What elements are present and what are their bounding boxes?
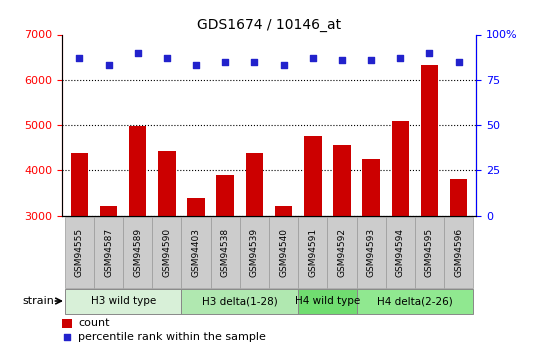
FancyBboxPatch shape xyxy=(415,217,444,288)
Text: H4 wild type: H4 wild type xyxy=(295,296,360,306)
Bar xyxy=(275,206,292,345)
Bar xyxy=(363,159,380,345)
Text: percentile rank within the sample: percentile rank within the sample xyxy=(79,332,266,342)
FancyBboxPatch shape xyxy=(269,217,298,288)
Point xyxy=(221,59,230,65)
Text: GSM94596: GSM94596 xyxy=(454,228,463,277)
FancyBboxPatch shape xyxy=(65,217,94,288)
Point xyxy=(367,57,376,62)
Point xyxy=(104,62,113,68)
Text: strain: strain xyxy=(22,296,54,306)
Text: count: count xyxy=(79,318,110,328)
FancyBboxPatch shape xyxy=(94,217,123,288)
Title: GDS1674 / 10146_at: GDS1674 / 10146_at xyxy=(197,18,341,32)
FancyBboxPatch shape xyxy=(357,289,473,314)
Point xyxy=(162,55,171,61)
Text: GSM94539: GSM94539 xyxy=(250,228,259,277)
Point xyxy=(192,62,200,68)
Text: GSM94555: GSM94555 xyxy=(75,228,84,277)
FancyBboxPatch shape xyxy=(386,217,415,288)
Text: GSM94595: GSM94595 xyxy=(425,228,434,277)
Text: GSM94591: GSM94591 xyxy=(308,228,317,277)
FancyBboxPatch shape xyxy=(298,217,327,288)
Bar xyxy=(100,206,117,345)
FancyBboxPatch shape xyxy=(211,217,240,288)
Point xyxy=(338,57,346,62)
Bar xyxy=(187,198,205,345)
Point xyxy=(62,335,71,340)
Bar xyxy=(333,145,351,345)
Point xyxy=(308,55,317,61)
FancyBboxPatch shape xyxy=(181,289,298,314)
Text: GSM94589: GSM94589 xyxy=(133,228,142,277)
Bar xyxy=(70,153,88,345)
Point xyxy=(75,55,84,61)
FancyBboxPatch shape xyxy=(65,289,181,314)
Bar xyxy=(304,136,322,345)
Text: H3 wild type: H3 wild type xyxy=(90,296,156,306)
FancyBboxPatch shape xyxy=(181,217,211,288)
Point xyxy=(133,50,142,55)
Text: GSM94593: GSM94593 xyxy=(366,228,376,277)
Text: GSM94590: GSM94590 xyxy=(162,228,172,277)
Bar xyxy=(392,120,409,345)
Bar xyxy=(421,65,438,345)
FancyBboxPatch shape xyxy=(152,217,181,288)
FancyBboxPatch shape xyxy=(240,217,269,288)
FancyBboxPatch shape xyxy=(357,217,386,288)
Text: GSM94540: GSM94540 xyxy=(279,228,288,277)
Point xyxy=(250,59,259,65)
Text: GSM94592: GSM94592 xyxy=(337,228,346,277)
Text: GSM94587: GSM94587 xyxy=(104,228,113,277)
Point xyxy=(454,59,463,65)
Text: GSM94594: GSM94594 xyxy=(396,228,405,277)
FancyBboxPatch shape xyxy=(298,289,357,314)
Point xyxy=(279,62,288,68)
FancyBboxPatch shape xyxy=(444,217,473,288)
Bar xyxy=(246,153,263,345)
FancyBboxPatch shape xyxy=(123,217,152,288)
Bar xyxy=(216,175,234,345)
Bar xyxy=(62,319,72,328)
Text: H4 delta(2-26): H4 delta(2-26) xyxy=(377,296,453,306)
Bar xyxy=(450,179,468,345)
Text: GSM94403: GSM94403 xyxy=(192,228,201,277)
Point xyxy=(396,55,405,61)
Text: GSM94538: GSM94538 xyxy=(221,228,230,277)
Bar xyxy=(158,151,175,345)
Text: H3 delta(1-28): H3 delta(1-28) xyxy=(202,296,278,306)
Point xyxy=(425,50,434,55)
Bar xyxy=(129,126,146,345)
FancyBboxPatch shape xyxy=(327,217,357,288)
